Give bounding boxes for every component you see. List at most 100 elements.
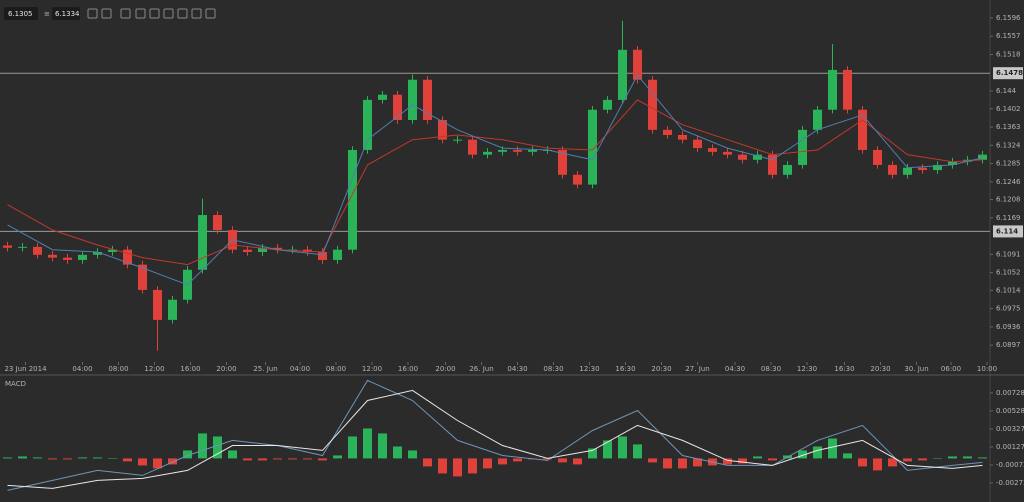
- x-tick-label: 08:30: [543, 365, 563, 373]
- timeframe-button[interactable]: [120, 8, 131, 19]
- histogram-bar: [318, 458, 327, 461]
- y-tick-label: 6.0936: [996, 323, 1021, 331]
- candle-body: [273, 247, 282, 250]
- histogram-bar: [948, 456, 957, 459]
- x-tick-label: 12:00: [144, 365, 164, 373]
- histogram-bar: [843, 453, 852, 459]
- histogram-bar: [18, 456, 27, 459]
- histogram-bar: [243, 458, 252, 461]
- x-tick-label: 10:00: [977, 365, 997, 373]
- chart-type-button[interactable]: [149, 8, 160, 19]
- x-tick-label: 23 Jun 2014: [4, 365, 47, 373]
- histogram-bar: [153, 458, 162, 469]
- y-tick-label: 6.1285: [996, 160, 1021, 168]
- y-tick-label: 6.1014: [996, 286, 1021, 294]
- histogram-bar: [258, 458, 267, 461]
- histogram-bar: [678, 458, 687, 469]
- x-tick-label: 08:00: [326, 365, 346, 373]
- macd-line: [7, 389, 983, 489]
- histogram-bar: [48, 458, 57, 460]
- histogram-bar: [138, 458, 147, 466]
- candle-body: [498, 149, 507, 152]
- candle-body: [408, 79, 417, 120]
- fullscreen-button[interactable]: [191, 8, 202, 19]
- y-tick-label: -0.00073: [996, 461, 1024, 469]
- histogram-bar: [513, 458, 522, 462]
- candle-body: [753, 154, 762, 160]
- histogram-bar: [903, 458, 912, 462]
- candle-body: [333, 249, 342, 260]
- x-tick-label: 20:00: [435, 365, 455, 373]
- histogram-bar: [963, 456, 972, 459]
- histogram-bar: [738, 458, 747, 464]
- y-tick-label: 6.144: [996, 87, 1017, 95]
- candle-body: [93, 252, 102, 255]
- candle-body: [918, 167, 927, 171]
- x-tick-label: 08:30: [761, 365, 781, 373]
- x-tick-label: 12:30: [797, 365, 817, 373]
- candle-body: [138, 264, 147, 290]
- candle-body: [903, 167, 912, 175]
- candle-body: [663, 129, 672, 135]
- candle-body: [843, 69, 852, 110]
- draw-button[interactable]: [205, 8, 216, 19]
- level-label-box: [993, 225, 1023, 238]
- zoom-in-button[interactable]: [87, 8, 98, 19]
- histogram-bar: [813, 446, 822, 459]
- candle-body: [423, 79, 432, 120]
- y-tick-label: 6.1363: [996, 123, 1021, 131]
- histogram-bar: [798, 450, 807, 459]
- candle-body: [3, 245, 12, 248]
- candle-body: [18, 246, 27, 248]
- histogram-bar: [168, 458, 177, 465]
- candle-body: [768, 154, 777, 175]
- histogram-bar: [633, 444, 642, 459]
- histogram-bar: [438, 458, 447, 474]
- macd-title: MACD: [5, 380, 26, 388]
- histogram-bar: [63, 458, 72, 460]
- x-tick-label: 26. Jun: [469, 365, 493, 373]
- candle-body: [738, 154, 747, 160]
- indicator-button[interactable]: [135, 8, 146, 19]
- histogram-bar: [618, 436, 627, 459]
- x-tick-label: 08:00: [108, 365, 128, 373]
- candle-body: [558, 149, 567, 175]
- y-tick-label: 6.1246: [996, 178, 1021, 186]
- save-button[interactable]: [163, 8, 174, 19]
- y-tick-label: 6.1557: [996, 32, 1021, 40]
- histogram-bar: [348, 436, 357, 459]
- histogram-bar: [3, 457, 12, 459]
- zoom-out-button[interactable]: [101, 8, 112, 19]
- histogram-bar: [303, 458, 312, 460]
- candle-body: [258, 247, 267, 252]
- level-label: 6.1478: [996, 69, 1023, 77]
- ask-box: [52, 7, 80, 20]
- candle-body: [678, 134, 687, 140]
- y-tick-label: 0.00327: [996, 425, 1024, 433]
- candle-body: [123, 249, 132, 265]
- candle-body: [933, 164, 942, 171]
- x-tick-label: 12:00: [362, 365, 382, 373]
- histogram-bar: [33, 457, 42, 459]
- histogram-bar: [333, 455, 342, 459]
- candle-body: [483, 151, 492, 155]
- candle-body: [243, 249, 252, 252]
- histogram-bar: [393, 446, 402, 459]
- histogram-bar: [543, 458, 552, 460]
- ask-price: 6.1334: [55, 10, 80, 18]
- x-tick-label: 16:30: [615, 365, 635, 373]
- candle-body: [33, 246, 42, 255]
- y-tick-label: 6.1596: [996, 14, 1021, 22]
- histogram-bar: [918, 458, 927, 461]
- y-tick-label: 6.1324: [996, 141, 1021, 149]
- candle-body: [468, 139, 477, 155]
- histogram-bar: [78, 457, 87, 459]
- macd-line: [7, 379, 983, 491]
- histogram-bar: [228, 450, 237, 459]
- candle-body: [363, 99, 372, 150]
- histogram-bar: [453, 458, 462, 477]
- histogram-bar: [753, 456, 762, 459]
- settings-button[interactable]: [177, 8, 188, 19]
- x-tick-label: 04:30: [725, 365, 745, 373]
